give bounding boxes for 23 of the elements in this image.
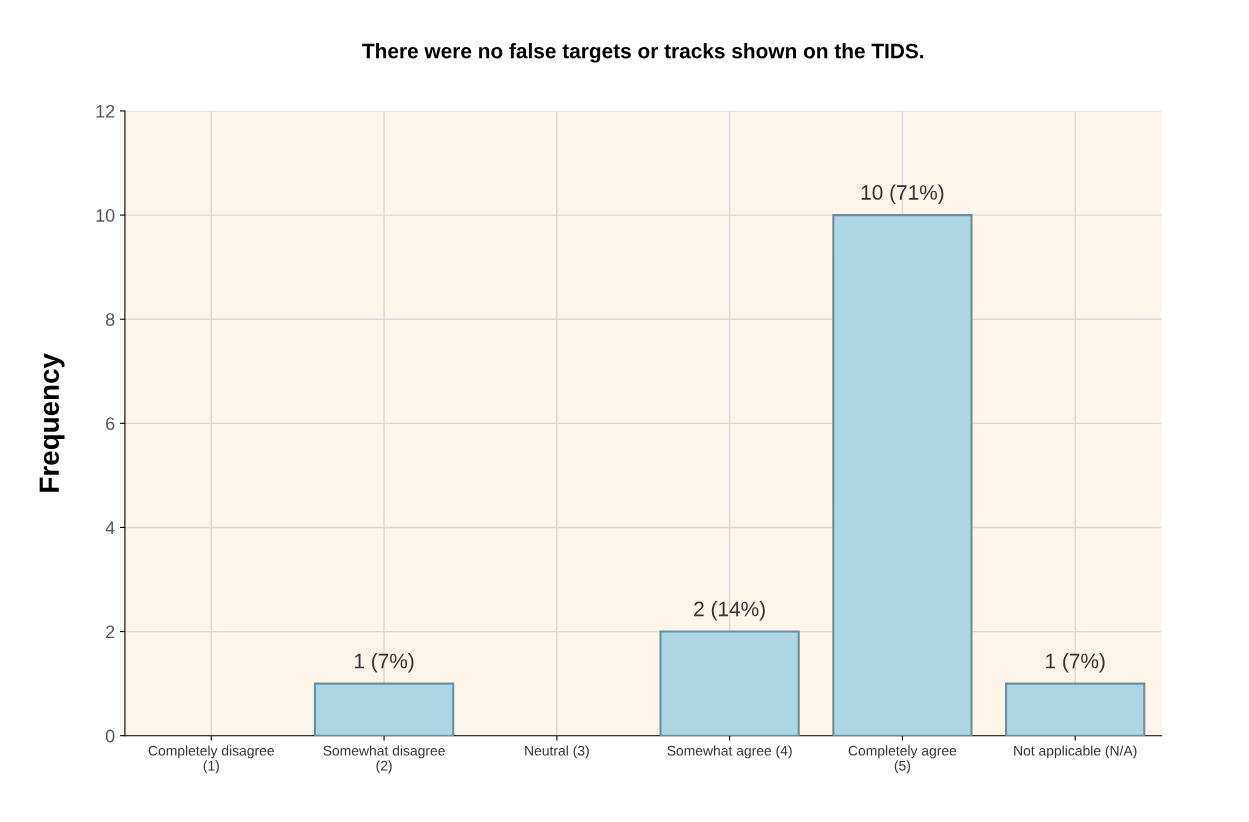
data-label: 10 (71%) [861, 184, 944, 204]
data-label: 2 (14%) [694, 601, 765, 621]
data-label: 1 (7%) [354, 653, 414, 673]
bar [832, 214, 973, 736]
x-tick-label: Somewhat disagree (2) [323, 745, 445, 774]
x-tick-label: Neutral (3) [525, 745, 589, 759]
y-tick-label: 6 [106, 417, 115, 431]
bar [1005, 682, 1146, 736]
x-tick-label: Somewhat agree (4) [667, 745, 792, 759]
y-tick-label: 4 [105, 521, 115, 534]
y-tick-label: 10 [96, 209, 115, 222]
y-tick-label: 2 [106, 625, 115, 639]
data-label: 1 (7%) [1046, 653, 1105, 673]
bar [659, 630, 800, 736]
x-tick-label: Not applicable (N/A) [1014, 745, 1137, 759]
x-tick-label: Completely agree (5) [848, 745, 957, 774]
x-tick-label: Completely disagree (1) [148, 745, 274, 774]
y-tick-label: 0 [105, 729, 115, 743]
chart-title: There were no false targets or tracks shown on the TIDS. [362, 43, 924, 63]
y-tick-label: 12 [96, 104, 115, 118]
y-tick-label: 8 [105, 313, 115, 326]
y-axis-title: Frequency [39, 353, 65, 492]
bar [313, 682, 455, 736]
